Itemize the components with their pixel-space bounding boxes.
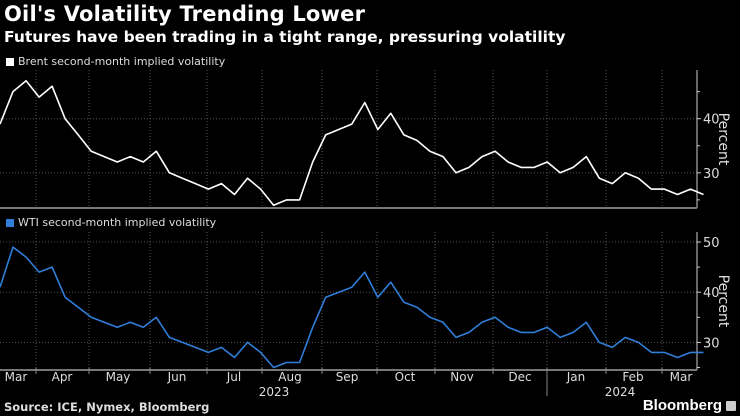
legend-label-brent: Brent second-month implied volatility: [18, 55, 226, 68]
source-note: Source: ICE, Nymex, Bloomberg: [4, 400, 210, 414]
legend-swatch-wti: [6, 218, 14, 227]
legend-label-wti: WTI second-month implied volatility: [18, 216, 217, 229]
chart-subtitle: Futures have been trading in a tight ran…: [4, 28, 566, 46]
x-tick-label: Feb: [622, 370, 643, 384]
x-tick-label: Dec: [508, 370, 531, 384]
x-tick-label: Jan: [566, 370, 586, 384]
bloomberg-logo: Bloomberg: [642, 397, 722, 414]
y-tick-label: 40: [703, 113, 720, 128]
legend-brent: Brent second-month implied volatility: [6, 55, 225, 68]
x-tick-label: Nov: [450, 370, 473, 384]
x-tick-label: Oct: [395, 370, 416, 384]
year-label-2024: 2024: [605, 385, 636, 399]
x-tick-label: Mar: [5, 370, 28, 384]
year-label-2023: 2023: [259, 385, 290, 399]
y-tick-label: 50: [703, 236, 720, 251]
bloomberg-chart-icon: [726, 401, 736, 411]
y-tick-label: 40: [703, 286, 720, 301]
y-axis-label: Percent: [715, 275, 731, 328]
series-line-wti: [0, 246, 704, 369]
x-tick-label: Jul: [226, 370, 241, 384]
legend-swatch-brent: [6, 57, 14, 66]
x-tick-label: Apr: [52, 370, 73, 384]
y-tick-label: 30: [703, 336, 720, 351]
series-line-brent: [0, 80, 704, 207]
x-tick-label: Jun: [167, 370, 187, 384]
x-tick-label: Aug: [278, 370, 301, 384]
y-tick-label: 30: [703, 167, 720, 182]
x-tick-label: May: [106, 370, 131, 384]
chart-title: Oil's Volatility Trending Lower: [4, 2, 366, 26]
x-tick-label: Sep: [336, 370, 359, 384]
y-axis-label: Percent: [715, 113, 731, 166]
legend-wti: WTI second-month implied volatility: [6, 216, 216, 229]
x-tick-label: Mar: [670, 370, 693, 384]
